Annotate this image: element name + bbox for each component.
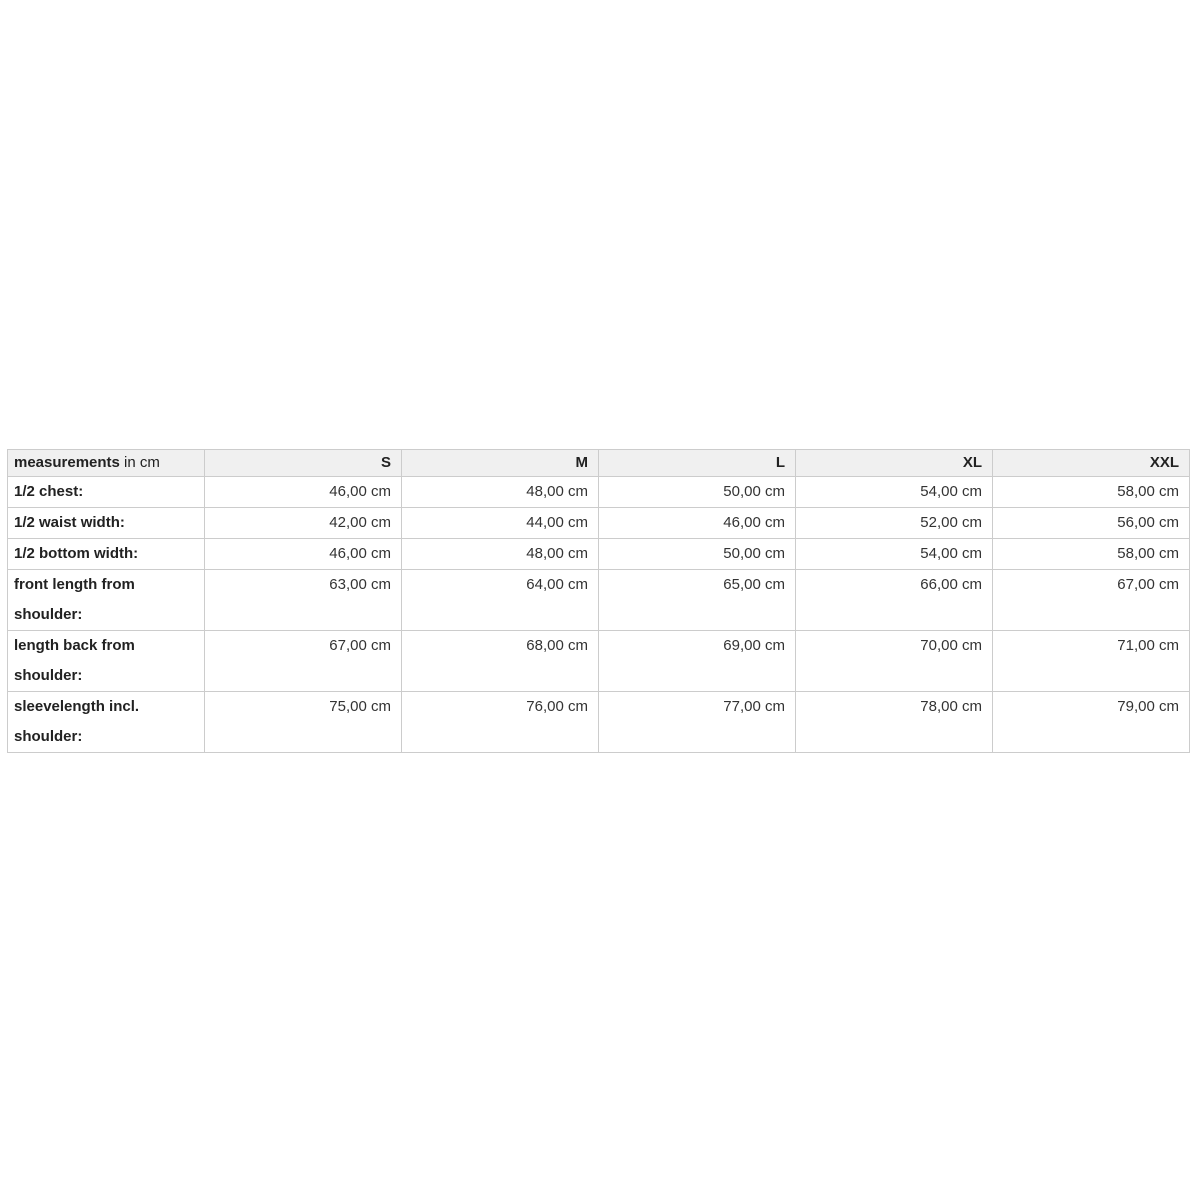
value-cell: 58,00 cm — [992, 538, 1190, 570]
value-cell: 48,00 cm — [401, 476, 599, 508]
value-cell: 44,00 cm — [401, 507, 599, 539]
value-cell: 46,00 cm — [204, 476, 402, 508]
row-label: length back from shoulder: — [7, 630, 205, 692]
value-cell: 78,00 cm — [795, 691, 993, 753]
value-cell: 64,00 cm — [401, 569, 599, 631]
size-chart-table: measurements in cm S M L XL XXL 1/2 ches… — [7, 449, 1190, 753]
value-cell: 77,00 cm — [598, 691, 796, 753]
header-size-xxl: XXL — [992, 449, 1190, 477]
value-cell: 54,00 cm — [795, 476, 993, 508]
row-label: front length from shoulder: — [7, 569, 205, 631]
value-cell: 63,00 cm — [204, 569, 402, 631]
value-cell: 76,00 cm — [401, 691, 599, 753]
table-row-sleevelength: sleevelength incl. shoulder: 75,00 cm 76… — [7, 691, 1190, 753]
header-size-l: L — [598, 449, 796, 477]
value-cell: 70,00 cm — [795, 630, 993, 692]
header-row: measurements in cm S M L XL XXL — [7, 449, 1190, 477]
value-cell: 69,00 cm — [598, 630, 796, 692]
row-label: sleevelength incl. shoulder: — [7, 691, 205, 753]
value-cell: 56,00 cm — [992, 507, 1190, 539]
table-row-half-bottom-width: 1/2 bottom width: 46,00 cm 48,00 cm 50,0… — [7, 538, 1190, 570]
value-cell: 67,00 cm — [992, 569, 1190, 631]
header-measurements: measurements in cm — [7, 449, 205, 477]
value-cell: 66,00 cm — [795, 569, 993, 631]
header-size-m: M — [401, 449, 599, 477]
row-label: 1/2 waist width: — [7, 507, 205, 539]
header-size-s: S — [204, 449, 402, 477]
row-label: 1/2 chest: — [7, 476, 205, 508]
table-row-front-length: front length from shoulder: 63,00 cm 64,… — [7, 569, 1190, 631]
header-size-xl: XL — [795, 449, 993, 477]
value-cell: 58,00 cm — [992, 476, 1190, 508]
row-label: 1/2 bottom width: — [7, 538, 205, 570]
header-measurements-bold: measurements — [14, 454, 120, 471]
value-cell: 65,00 cm — [598, 569, 796, 631]
table-row-half-waist-width: 1/2 waist width: 42,00 cm 44,00 cm 46,00… — [7, 507, 1190, 539]
table-row-half-chest: 1/2 chest: 46,00 cm 48,00 cm 50,00 cm 54… — [7, 476, 1190, 508]
value-cell: 46,00 cm — [598, 507, 796, 539]
value-cell: 50,00 cm — [598, 538, 796, 570]
value-cell: 71,00 cm — [992, 630, 1190, 692]
header-measurements-unit: in cm — [119, 454, 160, 471]
value-cell: 52,00 cm — [795, 507, 993, 539]
value-cell: 67,00 cm — [204, 630, 402, 692]
value-cell: 50,00 cm — [598, 476, 796, 508]
value-cell: 54,00 cm — [795, 538, 993, 570]
table-row-length-back: length back from shoulder: 67,00 cm 68,0… — [7, 630, 1190, 692]
value-cell: 42,00 cm — [204, 507, 402, 539]
value-cell: 48,00 cm — [401, 538, 599, 570]
value-cell: 46,00 cm — [204, 538, 402, 570]
value-cell: 75,00 cm — [204, 691, 402, 753]
value-cell: 68,00 cm — [401, 630, 599, 692]
value-cell: 79,00 cm — [992, 691, 1190, 753]
